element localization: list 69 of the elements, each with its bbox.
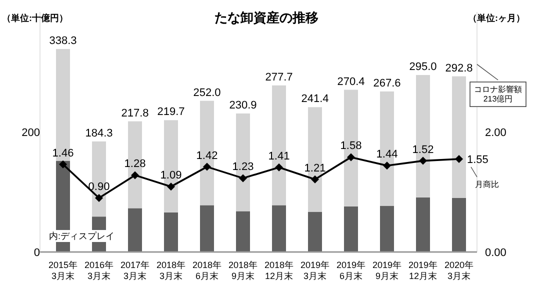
y-tick-label: 0 <box>34 247 40 259</box>
data-label: 1.58 <box>340 140 362 152</box>
x-tick-label: 2016年 3月末 <box>84 260 114 281</box>
x-tick-label: 2018年 9月末 <box>228 260 258 281</box>
total-label: 252.0 <box>193 86 221 99</box>
y-tick-label: 200 <box>22 127 40 139</box>
point <box>203 162 211 171</box>
data-label: 0.90 <box>88 181 110 193</box>
x-tick-label: 2019年 12月末 <box>408 260 438 281</box>
x-tick-label: 2018年 3月末 <box>156 260 186 281</box>
total-label: 184.3 <box>85 127 113 140</box>
total-label: 292.8 <box>445 62 473 74</box>
total-label: 217.8 <box>121 107 149 120</box>
bar <box>128 208 142 252</box>
data-label: 1.42 <box>196 150 218 162</box>
total-label: 267.6 <box>373 77 401 90</box>
y2-tick-label: 0.00 <box>485 247 506 259</box>
bar <box>200 205 214 252</box>
series-label: 内:ディスプレイ <box>49 231 115 241</box>
data-label: 1.55 <box>467 154 488 166</box>
bar <box>380 206 394 252</box>
point <box>311 175 319 184</box>
x-tick-label: 2019年 3月末 <box>300 260 330 281</box>
bar <box>272 205 286 252</box>
y2-tick-label: 2.00 <box>485 127 506 139</box>
data-label: 1.28 <box>124 158 146 170</box>
bar <box>236 211 250 252</box>
text: 月商比 <box>475 180 499 189</box>
point <box>347 153 355 162</box>
data-label: 1.46 <box>52 147 74 160</box>
total-label: 295.0 <box>409 61 437 73</box>
total-label: 338.3 <box>49 35 77 48</box>
x-tick-label: 2019年 6月末 <box>336 260 366 281</box>
point <box>95 194 103 202</box>
annotation: コロナ影響額 213億円 <box>474 85 522 104</box>
point <box>131 171 139 180</box>
point <box>59 160 67 168</box>
data-label: 1.23 <box>232 161 254 174</box>
bar <box>416 197 430 252</box>
point <box>455 155 463 163</box>
bar <box>452 76 466 198</box>
point <box>383 162 391 170</box>
bar <box>308 212 322 252</box>
annotation: （単位:ヶ月） <box>468 13 525 23</box>
total-label: 219.7 <box>157 106 185 118</box>
data-label: 1.21 <box>304 162 326 174</box>
point <box>167 182 175 191</box>
chart-title: たな卸資産の推移 <box>214 10 318 25</box>
point <box>275 163 283 172</box>
data-label: 1.41 <box>268 150 290 162</box>
annotation: （単位:十億円） <box>2 13 68 23</box>
total-label: 270.4 <box>337 76 365 88</box>
bar <box>164 212 178 252</box>
x-tick-label: 2017年 3月末 <box>120 260 150 281</box>
x-tick-label: 2018年 6月末 <box>192 260 222 281</box>
x-tick-label: 2019年 9月末 <box>372 260 402 281</box>
x-tick-label: 2018年 12月末 <box>264 260 294 281</box>
x-tick-label: 2020年 3月末 <box>444 260 474 281</box>
total-label: 241.4 <box>301 93 329 106</box>
bar <box>344 206 358 252</box>
bar <box>452 198 466 252</box>
x-tick-label: 2015年 3月末 <box>48 260 78 281</box>
data-label: 1.44 <box>376 148 398 161</box>
total-label: 230.9 <box>229 99 257 112</box>
point <box>239 174 247 182</box>
data-label: 1.52 <box>412 144 434 156</box>
data-label: 1.09 <box>160 170 182 182</box>
point <box>419 156 427 165</box>
total-label: 277.7 <box>265 71 293 84</box>
